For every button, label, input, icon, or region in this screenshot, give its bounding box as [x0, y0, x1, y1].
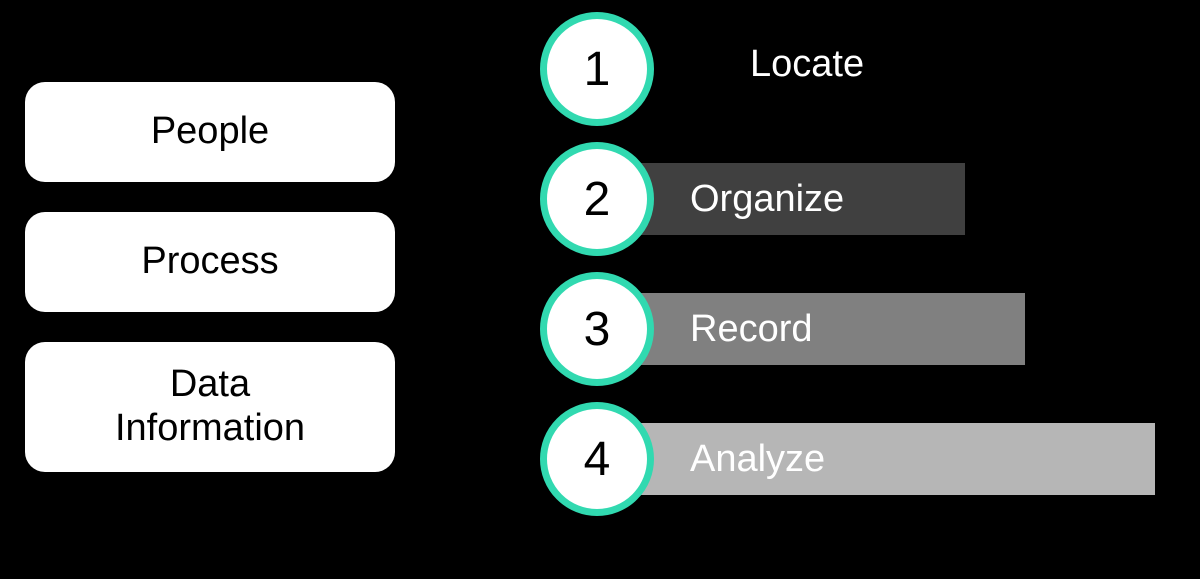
step-bar: Record [595, 293, 1025, 365]
step-number: 3 [584, 302, 611, 357]
step-row-1: 1 Locate [540, 10, 1190, 140]
pill-label: Process [141, 240, 278, 284]
pill-label: Data Information [115, 363, 305, 450]
step-row-2: Organize 2 [540, 140, 1190, 270]
step-circle: 1 [540, 12, 654, 126]
step-row-3: Record 3 [540, 270, 1190, 400]
pill-data-information: Data Information [25, 342, 395, 472]
step-label: Locate [750, 43, 864, 86]
step-bar: Analyze [595, 423, 1155, 495]
step-label: Analyze [690, 438, 825, 481]
right-step-column: 1 Locate Organize 2 Record 3 Analyze 4 [540, 10, 1190, 530]
pill-label: People [151, 110, 269, 154]
left-pill-column: People Process Data Information [25, 82, 395, 472]
pill-process: Process [25, 212, 395, 312]
step-circle: 3 [540, 272, 654, 386]
step-number: 4 [584, 432, 611, 487]
step-circle: 4 [540, 402, 654, 516]
step-row-4: Analyze 4 [540, 400, 1190, 530]
step-label: Organize [690, 178, 844, 221]
step-label: Record [690, 308, 813, 351]
step-number: 1 [584, 42, 611, 97]
pill-people: People [25, 82, 395, 182]
step-circle: 2 [540, 142, 654, 256]
step-number: 2 [584, 172, 611, 227]
